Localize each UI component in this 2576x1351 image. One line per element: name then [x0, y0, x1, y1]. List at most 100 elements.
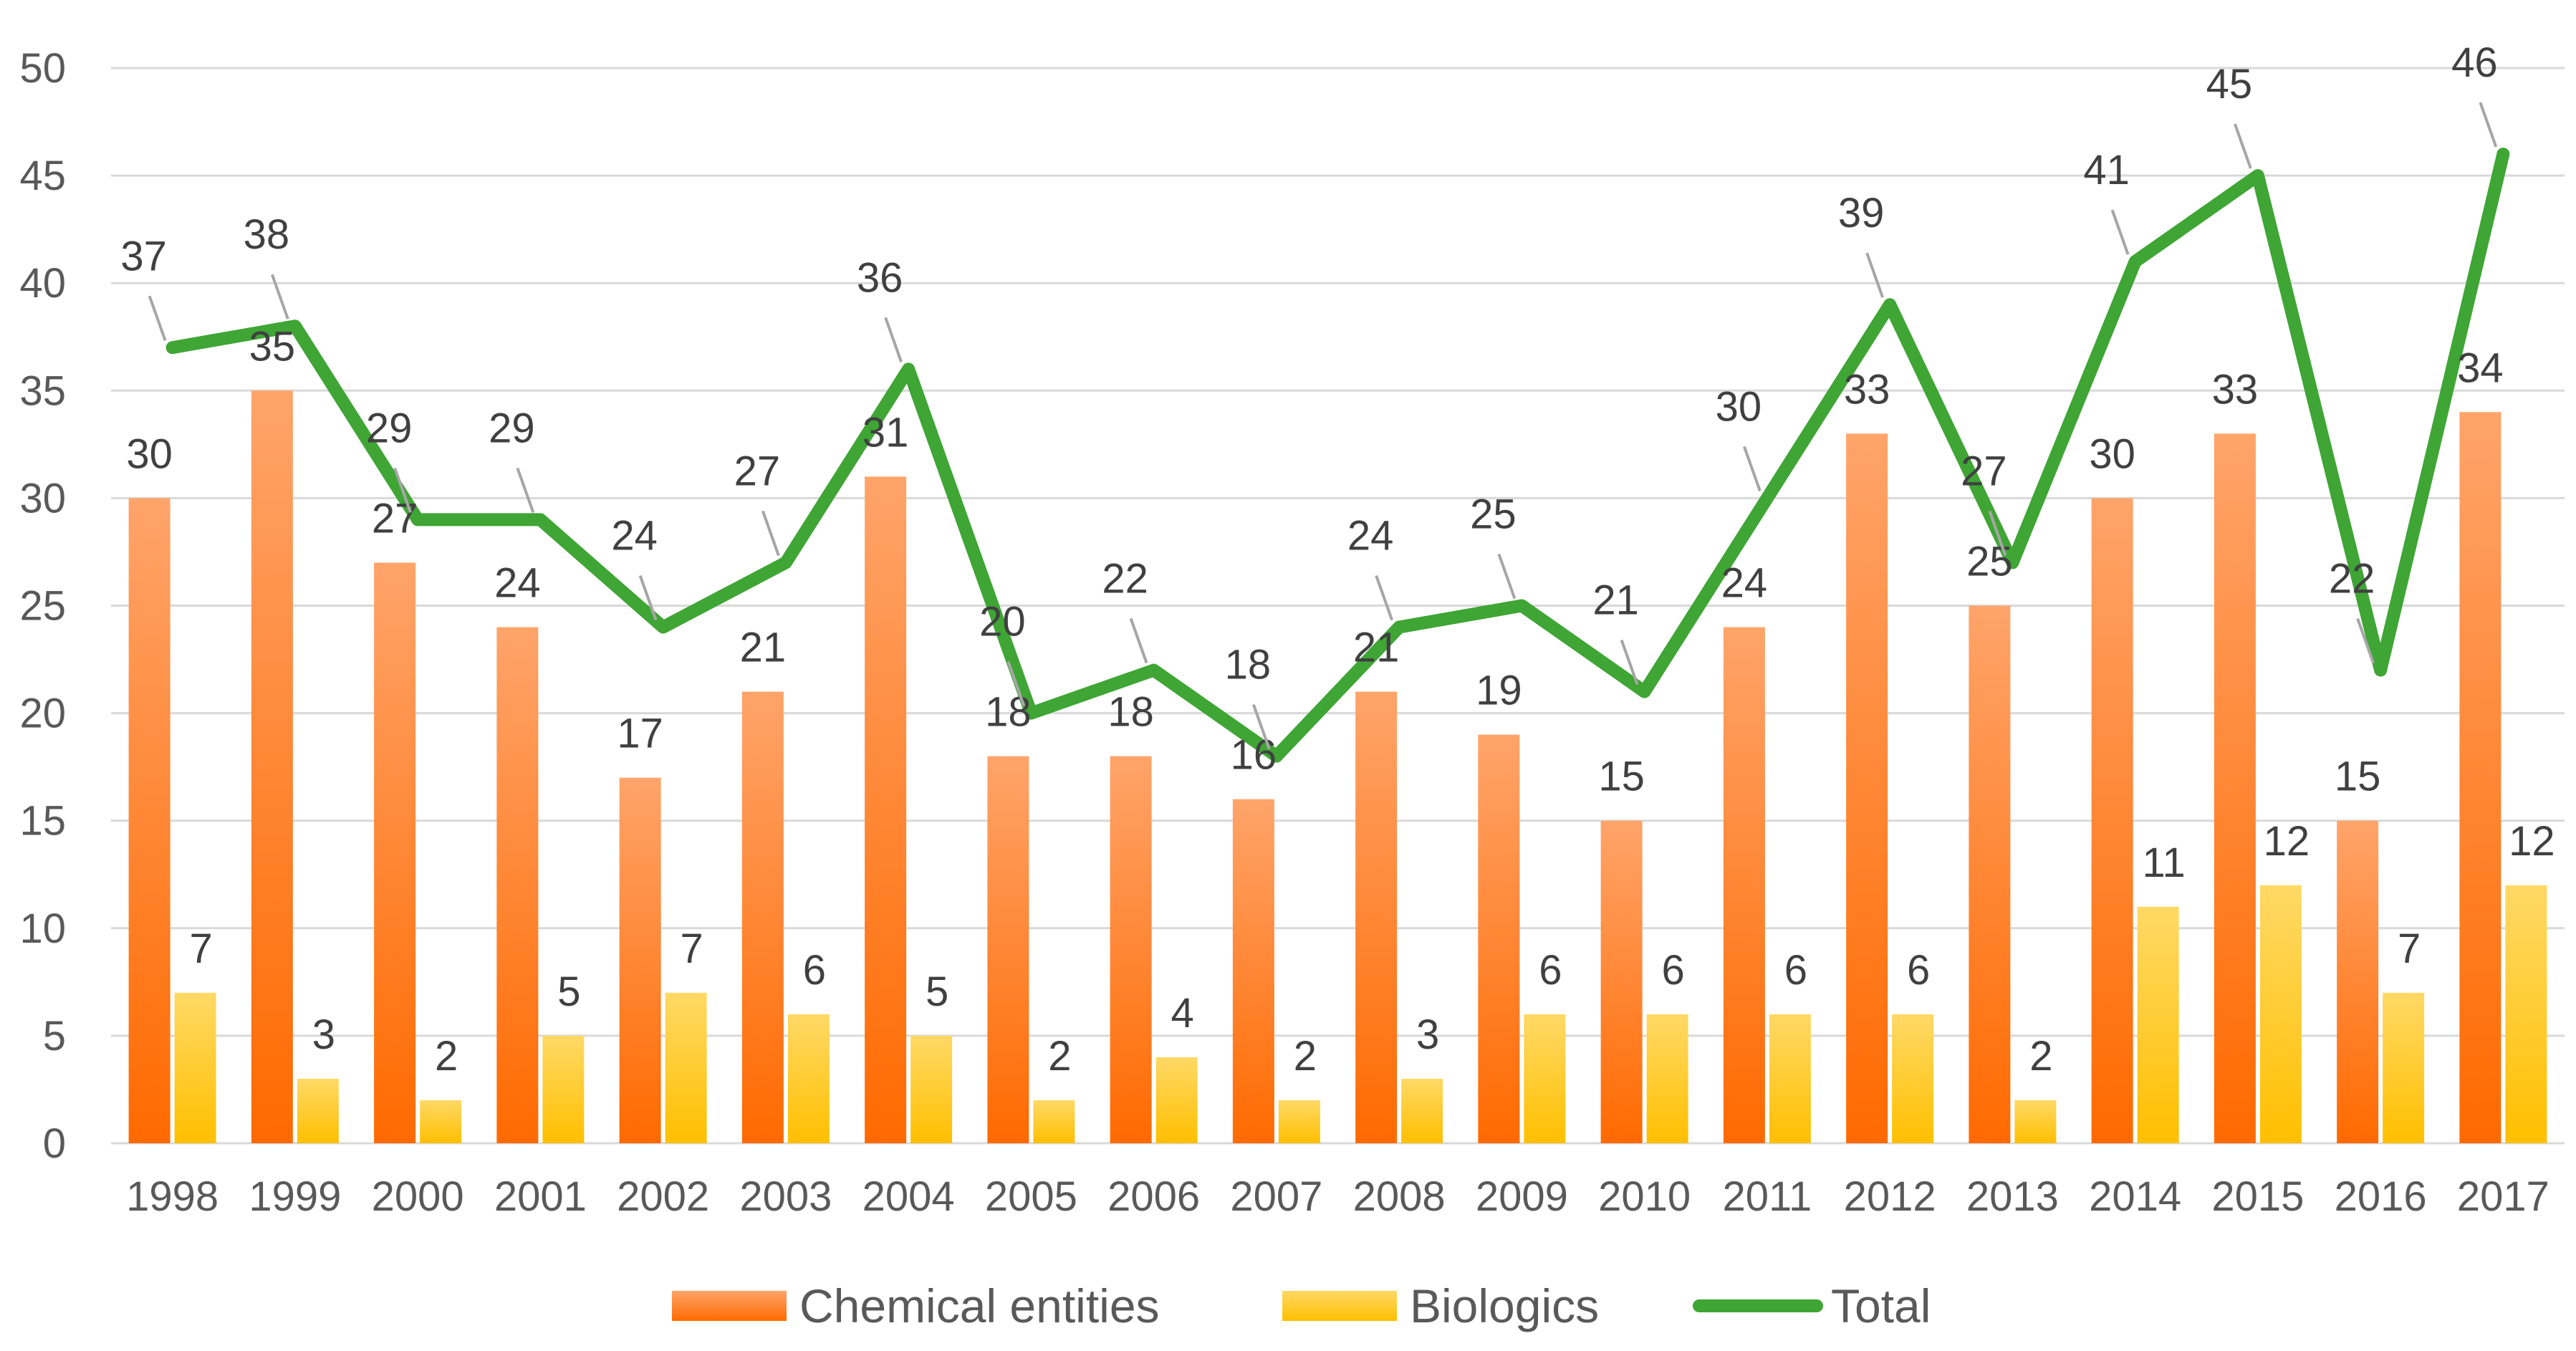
x-tick-label: 2012 [1844, 1173, 1936, 1220]
bar-chemical [1600, 820, 1643, 1143]
data-label-total: 29 [366, 405, 413, 451]
x-tick-label: 2007 [1230, 1173, 1322, 1220]
data-label-chemical: 15 [2335, 754, 2381, 800]
x-tick-label: 1999 [249, 1173, 341, 1220]
x-tick-label: 2008 [1353, 1173, 1446, 1220]
data-label-chemical: 19 [1476, 668, 1522, 714]
y-tick-label: 0 [43, 1120, 66, 1167]
leader-line [1129, 617, 1148, 664]
data-label-chemical: 30 [126, 431, 173, 477]
bar-chemical [987, 756, 1029, 1143]
data-label-biologics: 6 [803, 947, 826, 994]
leader-line [1988, 510, 2007, 557]
y-tick-label: 30 [19, 475, 66, 521]
bar-biologics [1524, 1014, 1566, 1143]
legend: Chemical entities Biologics Total [672, 1279, 1931, 1332]
bar-chemical [1110, 756, 1152, 1143]
x-tick-label: 2002 [617, 1173, 709, 1220]
data-label-chemical: 34 [2457, 345, 2504, 391]
x-tick-label: 2017 [2457, 1173, 2549, 1220]
leader-line [1742, 446, 1762, 492]
leader-line [1865, 252, 1885, 298]
data-label-biologics: 4 [1171, 990, 1193, 1037]
bar-chemical [2459, 412, 2501, 1143]
x-tick-label: 2001 [494, 1173, 587, 1220]
legend-label-biologics: Biologics [1410, 1279, 1599, 1332]
bar-biologics [297, 1078, 339, 1143]
data-label-total: 36 [857, 254, 903, 301]
data-label-biologics: 5 [926, 968, 948, 1015]
leader-line [148, 295, 167, 341]
data-label-total: 27 [1961, 448, 2007, 494]
bar-chemical [251, 390, 293, 1143]
data-label-biologics: 7 [189, 925, 212, 972]
x-tick-label: 2009 [1476, 1173, 1568, 1220]
data-label-total: 46 [2451, 39, 2498, 86]
data-label-chemical: 25 [1966, 539, 2013, 585]
data-label-chemical: 17 [617, 711, 663, 757]
x-tick-label: 2015 [2211, 1173, 2304, 1220]
bar-chemical [2214, 433, 2256, 1143]
bar-chemical [128, 498, 170, 1143]
leader-line [516, 467, 535, 514]
leader-line [2356, 617, 2375, 664]
data-label-total: 24 [611, 513, 658, 559]
y-tick-label: 15 [19, 798, 66, 845]
data-label-chemical: 30 [2089, 431, 2135, 477]
legend-label-total: Total [1831, 1279, 1931, 1332]
x-tick-label: 2006 [1107, 1173, 1200, 1220]
x-tick-label: 2014 [2089, 1173, 2181, 1220]
leader-line [1251, 703, 1271, 750]
data-label-total: 37 [120, 233, 167, 279]
bars [128, 390, 2547, 1143]
leader-line [393, 467, 413, 514]
bar-biologics [1769, 1014, 1811, 1143]
data-label-biologics: 7 [680, 925, 703, 972]
bar-biologics [787, 1014, 830, 1143]
bar-chemical [619, 777, 661, 1143]
data-label-chemical: 24 [494, 560, 541, 607]
data-label-biologics: 6 [1661, 947, 1684, 994]
data-label-biologics: 6 [1907, 947, 1930, 994]
data-label-chemical: 35 [249, 323, 296, 370]
bar-biologics [2505, 885, 2547, 1143]
data-label-total: 24 [1347, 513, 1394, 559]
data-label-total: 18 [1225, 642, 1272, 688]
data-label-chemical: 31 [862, 409, 909, 456]
data-label-chemical: 18 [1107, 689, 1154, 736]
y-tick-label: 10 [19, 905, 66, 952]
bar-chemical [865, 476, 907, 1143]
bar-biologics [2383, 992, 2425, 1143]
y-tick-label: 20 [19, 691, 66, 737]
data-label-chemical: 15 [1598, 754, 1645, 800]
y-tick-label: 5 [43, 1013, 66, 1059]
leader-line [761, 510, 780, 557]
data-label-chemical: 21 [740, 625, 787, 671]
x-axis-ticks: 1998 1999 2000 2001 2002 2003 2004 2005 2006 2007… [126, 1173, 2549, 1220]
leader-line [884, 317, 903, 362]
bar-chemical [1969, 605, 2011, 1143]
x-tick-label: 2013 [1966, 1173, 2059, 1220]
data-label-biologics: 6 [1784, 947, 1807, 994]
y-tick-label: 40 [19, 260, 66, 307]
bar-chemical [1723, 627, 1765, 1143]
data-label-biologics: 6 [1539, 947, 1562, 994]
leader-line [638, 574, 658, 621]
data-label-biologics: 3 [312, 1011, 335, 1058]
data-label-total: 30 [1716, 383, 1762, 430]
data-label-chemical: 33 [2212, 366, 2259, 413]
bar-biologics [1646, 1014, 1688, 1143]
bar-biologics [1033, 1100, 1075, 1143]
data-label-chemical: 33 [1844, 366, 1890, 413]
y-tick-label: 45 [19, 153, 66, 199]
data-label-chemical: 27 [372, 495, 418, 542]
bar-chemical [1355, 691, 1398, 1143]
bar-biologics [174, 992, 216, 1143]
y-tick-label: 50 [19, 45, 66, 92]
data-label-total: 27 [734, 448, 781, 494]
bar-chemical [496, 627, 539, 1143]
x-tick-label: 2004 [862, 1173, 955, 1220]
data-label-total: 22 [1102, 556, 1148, 602]
bar-biologics [420, 1100, 462, 1143]
